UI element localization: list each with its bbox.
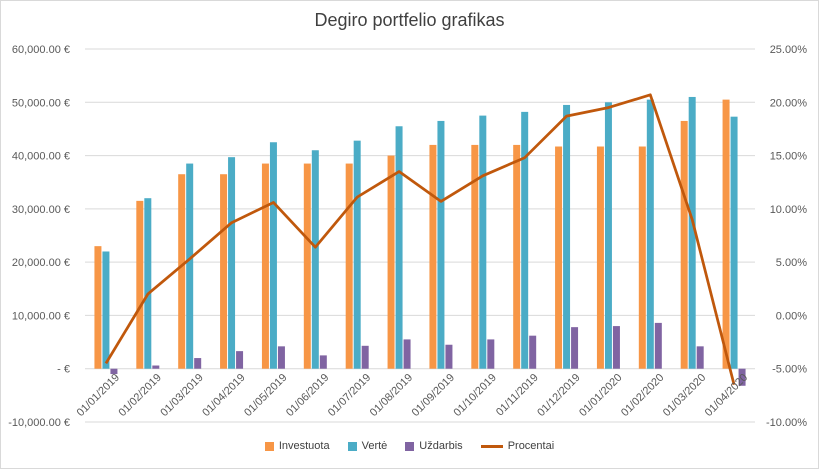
- x-tick-label: 01/08/2019: [368, 372, 415, 419]
- y-right-tick-label: -10.00%: [766, 417, 807, 429]
- y-left-tick-label: 10,000.00 €: [12, 310, 70, 322]
- bar-vert: [521, 111, 529, 369]
- bar-investuota: [261, 163, 269, 369]
- legend-label-verte: Vertė: [361, 440, 388, 452]
- y-right-tick-label: -5.00%: [772, 364, 807, 376]
- x-tick-label: 01/07/2019: [326, 372, 373, 419]
- bar-udarbis: [361, 345, 369, 369]
- bar-udarbis: [110, 368, 118, 375]
- y-left-tick-label: 30,000.00 €: [12, 204, 70, 216]
- legend-label-procentai: Procentai: [507, 440, 555, 452]
- x-tick-label: 01/05/2019: [242, 372, 289, 419]
- bar-vert: [144, 198, 152, 369]
- y-right-tick-label: 0.00%: [776, 310, 807, 322]
- bar-udarbis: [738, 368, 746, 386]
- bar-vert: [479, 115, 487, 369]
- bar-udarbis: [654, 322, 662, 369]
- x-tick-label: 01/01/2020: [577, 372, 624, 419]
- bar-vert: [228, 157, 236, 369]
- bar-vert: [646, 99, 654, 369]
- bar-udarbis: [319, 355, 327, 369]
- bar-investuota: [387, 155, 395, 369]
- bar-investuota: [555, 146, 563, 369]
- legend-item-procentai: Procentai: [480, 440, 555, 452]
- bar-vert: [269, 142, 277, 369]
- x-tick-label: 01/03/2019: [158, 372, 205, 419]
- y-right-tick-label: 20.00%: [770, 97, 808, 109]
- bar-investuota: [345, 163, 353, 369]
- bar-udarbis: [487, 339, 495, 369]
- legend-swatch-procentai: [480, 444, 503, 448]
- bar-udarbis: [612, 326, 620, 369]
- legend-item-verte: Vertė: [347, 440, 388, 452]
- y-right-tick-label: 15.00%: [770, 151, 808, 163]
- bar-udarbis: [403, 339, 411, 369]
- y-right-tick-label: 10.00%: [770, 204, 808, 216]
- bar-vert: [563, 104, 571, 369]
- bar-udarbis: [194, 358, 202, 369]
- bar-vert: [353, 140, 361, 369]
- bar-investuota: [136, 200, 144, 369]
- legend-item-uzdarbis: Uždarbis: [405, 440, 463, 452]
- bar-investuota: [220, 174, 228, 369]
- bar-udarbis: [152, 365, 160, 369]
- y-left-tick-label: -10,000.00 €: [8, 417, 70, 429]
- x-tick-label: 01/02/2020: [619, 372, 666, 419]
- bar-vert: [102, 251, 110, 369]
- bar-udarbis: [696, 346, 704, 369]
- x-tick-label: 01/12/2019: [535, 372, 582, 419]
- legend-item-investuota: Investuota: [264, 440, 330, 452]
- y-left-tick-label: 20,000.00 €: [12, 257, 70, 269]
- chart-legend: Investuota Vertė Uždarbis Procentai: [0, 440, 819, 452]
- bar-vert: [688, 96, 696, 369]
- bar-udarbis: [529, 335, 537, 369]
- bar-investuota: [471, 144, 479, 369]
- x-tick-label: 01/04/2019: [200, 372, 247, 419]
- bar-udarbis: [277, 346, 285, 369]
- x-tick-label: 01/10/2019: [452, 372, 499, 419]
- x-tick-label: 01/11/2019: [494, 372, 541, 419]
- bar-udarbis: [236, 351, 244, 369]
- x-tick-label: 01/06/2019: [284, 372, 331, 419]
- bar-investuota: [303, 163, 311, 369]
- bar-investuota: [94, 246, 102, 369]
- legend-label-investuota: Investuota: [278, 440, 330, 452]
- bar-investuota: [178, 174, 186, 369]
- legend-swatch-uzdarbis: [405, 441, 415, 451]
- bar-investuota: [680, 120, 688, 369]
- chart-title: Degiro portfelio grafikas: [314, 10, 505, 30]
- y-right-tick-label: 25.00%: [770, 44, 808, 56]
- x-tick-label: 01/01/2019: [75, 372, 122, 419]
- bar-vert: [311, 150, 319, 369]
- x-tick-label: 01/04/2020: [703, 372, 750, 419]
- y-left-tick-label: 50,000.00 €: [12, 97, 70, 109]
- bar-vert: [186, 163, 194, 369]
- line-procentai: [104, 93, 736, 386]
- bar-investuota: [638, 146, 646, 369]
- y-left-tick-label: 40,000.00 €: [12, 151, 70, 163]
- y-left-tick-label: 60,000.00 €: [12, 44, 70, 56]
- bar-investuota: [722, 99, 730, 369]
- legend-label-uzdarbis: Uždarbis: [419, 440, 463, 452]
- bar-investuota: [513, 144, 521, 369]
- bar-udarbis: [445, 344, 453, 369]
- bar-vert: [437, 120, 445, 369]
- bar-vert: [730, 116, 738, 369]
- x-tick-label: 01/02/2019: [117, 372, 164, 419]
- x-tick-label: 01/03/2020: [661, 372, 708, 419]
- bar-investuota: [429, 144, 437, 369]
- bar-vert: [395, 126, 403, 369]
- bar-udarbis: [571, 327, 579, 369]
- bar-investuota: [596, 146, 604, 369]
- y-right-tick-label: 5.00%: [776, 257, 807, 269]
- y-left-tick-label: - €: [57, 364, 70, 376]
- bar-vert: [604, 102, 612, 369]
- x-tick-label: 01/09/2019: [410, 372, 457, 419]
- legend-swatch-investuota: [264, 441, 274, 451]
- legend-swatch-verte: [347, 441, 357, 451]
